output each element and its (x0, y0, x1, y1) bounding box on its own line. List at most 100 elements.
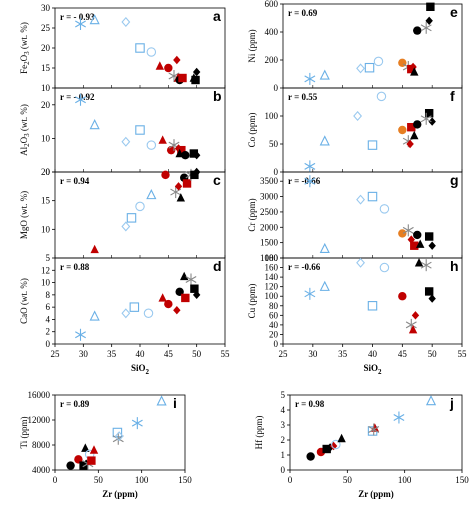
y-tick-label: 100 (265, 291, 279, 301)
correlation-label: r = -0.66 (288, 176, 321, 186)
y-tick-label: 4 (46, 314, 51, 324)
y-tick-label: 20 (269, 329, 279, 339)
y-axis-label-part: Ti (ppm) (19, 417, 29, 449)
data-point (174, 182, 183, 191)
data-point (121, 308, 131, 319)
x-tick-label: 50 (94, 475, 104, 485)
data-point (304, 160, 316, 173)
y-tick-label: 15 (41, 196, 51, 206)
data-point (367, 191, 378, 202)
data-point (337, 433, 346, 443)
y-tick-label: 180 (265, 253, 279, 263)
data-point (368, 423, 380, 436)
y-tick-label: 4000 (32, 465, 51, 475)
y-axis-label: CaO (wt. %) (19, 278, 29, 324)
data-point (398, 292, 407, 301)
data-point (164, 63, 173, 73)
panel-f: 0 50 100 Co (ppm) r = 0.55 f (247, 87, 463, 177)
y-axis-label: Al2O3 (wt. %) (19, 104, 31, 156)
y-tick-label: 6 (46, 302, 51, 312)
data-point (364, 62, 375, 73)
panel-letter: a (213, 8, 221, 24)
data-point (367, 301, 378, 311)
y-axis-label-part: 2 (23, 61, 31, 65)
y-tick-label: 600 (265, 0, 279, 9)
plot-frame (54, 394, 186, 471)
y-tick-label: 30 (41, 3, 51, 13)
y-tick-label: 0 (46, 167, 51, 177)
y-tick-label: 80 (269, 301, 279, 311)
data-point (129, 302, 140, 312)
y-axis-label-part: O (19, 136, 29, 143)
panel-a: 10 15 20 25 30 Fe2O3 (wt. %) r = - 0.93 a (19, 3, 226, 93)
correlation-label: r = 0.69 (288, 8, 318, 18)
data-point (304, 287, 316, 300)
data-point (173, 306, 181, 315)
x-tick-label: 45 (164, 349, 174, 359)
y-tick-label: 50 (269, 139, 279, 149)
data-point (420, 21, 432, 34)
data-point (407, 123, 416, 132)
data-point (81, 443, 90, 452)
y-axis-label-part: (wt. %) (19, 104, 29, 133)
x-tick-label: 100 (135, 475, 149, 485)
y-tick-label: 3500 (260, 176, 279, 186)
y-tick-label: 0 (281, 465, 286, 475)
data-point (428, 241, 436, 250)
panel-letter: b (213, 88, 222, 104)
x-tick-label: 0 (53, 475, 58, 485)
y-axis-label: Hf (ppm) (254, 416, 264, 450)
panel-letter: h (450, 258, 459, 274)
data-point (413, 230, 422, 240)
data-point (158, 135, 167, 144)
y-tick-label: 16000 (28, 390, 51, 400)
data-point (192, 290, 201, 300)
panel-g: 1000 1500 2000 2500 3000 3500 Cr (ppm) r = -0.6… (247, 171, 463, 263)
data-point (178, 73, 187, 83)
data-point (398, 125, 407, 135)
data-point (87, 456, 96, 465)
y-axis-label-part: Cu (ppm) (247, 284, 257, 319)
data-point (146, 189, 157, 200)
x-axis-label-main: Zr (ppm) (358, 489, 394, 499)
data-point (180, 271, 189, 281)
y-tick-label: 0 (274, 83, 279, 93)
data-point (353, 110, 363, 122)
y-axis-label: Cr (ppm) (247, 198, 257, 231)
data-point (410, 130, 419, 140)
data-point (424, 287, 434, 296)
y-axis-label-part: Co (ppm) (247, 113, 257, 148)
y-tick-label: 3000 (260, 192, 279, 202)
x-tick-label: 100 (398, 475, 412, 485)
panel-c: 5 10 15 20 MgO (wt. %) r = 0.94 c (19, 167, 226, 263)
data-point (176, 193, 185, 202)
x-tick-label: 40 (136, 349, 146, 359)
data-point (408, 324, 418, 334)
data-point (121, 136, 131, 147)
y-tick-label: 0 (46, 339, 51, 349)
data-point (428, 117, 436, 126)
y-tick-label: 20 (41, 167, 51, 177)
y-axis-label: MgO (wt. %) (19, 191, 29, 239)
data-point (135, 201, 145, 212)
data-point (373, 56, 384, 67)
x-tick-label: 0 (288, 475, 293, 485)
data-point (416, 239, 425, 248)
data-point (75, 18, 86, 30)
data-point (173, 55, 181, 65)
correlation-label: r = -0.66 (288, 262, 321, 272)
y-axis-label-part: MgO (wt. %) (19, 191, 29, 239)
data-point (161, 170, 170, 180)
y-tick-label: 120 (265, 282, 279, 292)
y-tick-label: 10 (41, 83, 51, 93)
data-point (425, 16, 433, 25)
data-point (319, 69, 330, 80)
x-tick-label: 150 (178, 475, 192, 485)
y-axis-label-part: O (19, 54, 29, 61)
data-point (426, 2, 435, 11)
data-point (146, 140, 157, 150)
y-axis-label-part: 3 (23, 51, 31, 55)
y-tick-label: 20 (41, 100, 51, 110)
